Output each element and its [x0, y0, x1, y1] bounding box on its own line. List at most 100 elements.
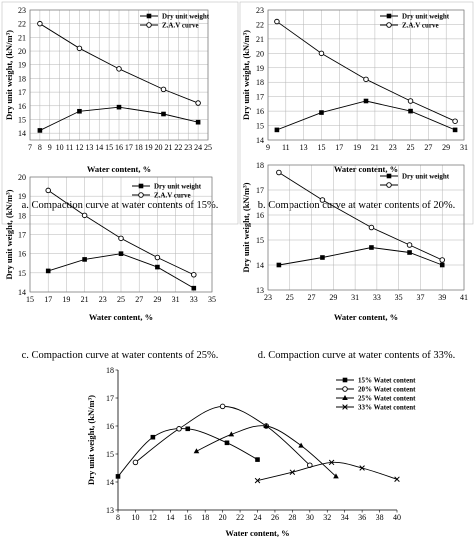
y-tick-label: 15 [106, 450, 114, 459]
series-1-point [154, 254, 161, 261]
series-1-point [37, 20, 43, 27]
y-tick-label: 22 [18, 20, 26, 29]
y-tick-label: 17 [18, 88, 26, 97]
x-axis-label: Water content, % [334, 164, 398, 174]
x-tick-label: 10 [131, 513, 139, 522]
series-1-point [219, 403, 226, 410]
y-tick-label: 20 [256, 49, 264, 58]
y-tick-label: 23 [256, 6, 264, 15]
x-tick-label: 40 [393, 513, 401, 522]
series-1-point [342, 386, 348, 392]
y-tick-label: 17 [256, 93, 264, 102]
series-1-point [363, 76, 369, 83]
series-3-point [254, 477, 261, 484]
plot-area-border [267, 9, 465, 141]
series-1-point [76, 45, 83, 52]
x-axis-label: Water content, % [87, 164, 151, 174]
series-1-point [45, 187, 51, 194]
y-tick-label: 17 [18, 231, 26, 240]
series-0-point [319, 110, 324, 115]
x-tick-label: 25 [407, 143, 415, 152]
x-tick-label: 24 [254, 513, 262, 522]
x-tick-label: 25 [286, 293, 294, 302]
y-tick-label: 20 [18, 47, 26, 56]
y-tick-label: 14 [18, 288, 26, 297]
chart-panel-a: 7 8 9 10 11 12 13 14 15 16 17 18 19 20 21 22 23 24 2514151… [1, 1, 239, 225]
series-1-point [116, 66, 122, 72]
series-1-point [138, 192, 144, 198]
series-1-point [191, 272, 197, 278]
x-tick-label: 31 [351, 293, 359, 302]
x-tick-label: 13 [300, 143, 308, 152]
series-0-point [150, 434, 156, 440]
y-tick-label: 15 [256, 122, 264, 131]
series-1-point [368, 224, 375, 231]
series-0-point [161, 111, 166, 117]
series-0-point [320, 255, 325, 260]
series-0-point [369, 245, 374, 250]
y-tick-label: 18 [106, 366, 114, 375]
x-tick-label: 33 [190, 295, 198, 304]
y-tick-label: 19 [18, 61, 26, 70]
x-tick-label: 8 [38, 143, 42, 152]
y-axis-label: Dry unit weight, (kN/m³) [241, 182, 251, 272]
y-axis-label: Dry unit weight, (kN/m³) [4, 30, 14, 120]
series-3-point [342, 404, 348, 410]
series-0-point [255, 457, 260, 462]
y-tick-label: 18 [18, 211, 26, 220]
x-tick-label: 11 [66, 143, 74, 152]
y-tick-label: 20 [18, 173, 26, 182]
x-tick-label: 33 [373, 293, 381, 302]
series-0-point [146, 13, 152, 19]
series-line-1 [278, 172, 443, 261]
series-0-point [77, 108, 82, 114]
series-0-point [45, 268, 51, 274]
legend-label: 20% Watet content [358, 386, 416, 394]
chart-caption: b. Compaction curve at water contents of… [258, 200, 455, 211]
series-1-point [386, 182, 392, 188]
y-axis-label: Dry unit weight, (kN/m³) [241, 30, 251, 120]
y-tick-label: 14 [18, 129, 26, 138]
series-0-point [452, 127, 458, 133]
y-tick-label: 15 [18, 269, 26, 278]
series-1-point [81, 212, 88, 219]
chart-caption: c. Compaction curve at water contents of… [22, 350, 219, 361]
series-1-point [176, 426, 182, 432]
series-0-point [155, 264, 160, 270]
series-0-point [439, 262, 445, 268]
series-1-point [406, 242, 413, 248]
legend-label: Z.A.V curve [402, 22, 439, 30]
x-tick-label: 16 [115, 143, 123, 152]
x-tick-label: 31 [460, 143, 468, 152]
series-0-point [37, 128, 43, 133]
x-tick-label: 9 [266, 143, 270, 152]
x-tick-label: 18 [201, 513, 209, 522]
x-tick-label: 12 [149, 513, 157, 522]
series-0-point [191, 285, 197, 291]
x-tick-label: 21 [164, 143, 172, 152]
chart-panel-b: 9 11 13 15 17 19 21 23 25 27 29 31 14 15 16 17 18 19 20 21 2… [239, 1, 474, 225]
x-tick-label: 34 [341, 513, 349, 522]
x-tick-label: 25 [204, 143, 212, 152]
series-1-point [276, 169, 282, 176]
y-tick-label: 17 [256, 186, 264, 195]
x-tick-label: 29 [442, 143, 450, 152]
plot-area-border [267, 164, 465, 291]
series-2-point [193, 448, 200, 454]
legend-label: Z.A.V curve [162, 22, 199, 30]
y-tick-label: 18 [256, 78, 264, 87]
panel-frame [239, 1, 474, 225]
y-tick-label: 16 [18, 250, 26, 259]
y-tick-label: 21 [256, 35, 264, 44]
x-tick-label: 22 [236, 513, 244, 522]
x-tick-label: 35 [208, 295, 216, 304]
series-line-3 [257, 461, 398, 482]
x-tick-label: 14 [166, 513, 174, 522]
x-tick-label: 15 [26, 295, 34, 304]
series-1-point [195, 100, 201, 106]
series-1-point [319, 197, 326, 203]
x-tick-label: 30 [306, 513, 314, 522]
x-tick-label: 16 [184, 513, 192, 522]
series-1-point [439, 257, 445, 263]
